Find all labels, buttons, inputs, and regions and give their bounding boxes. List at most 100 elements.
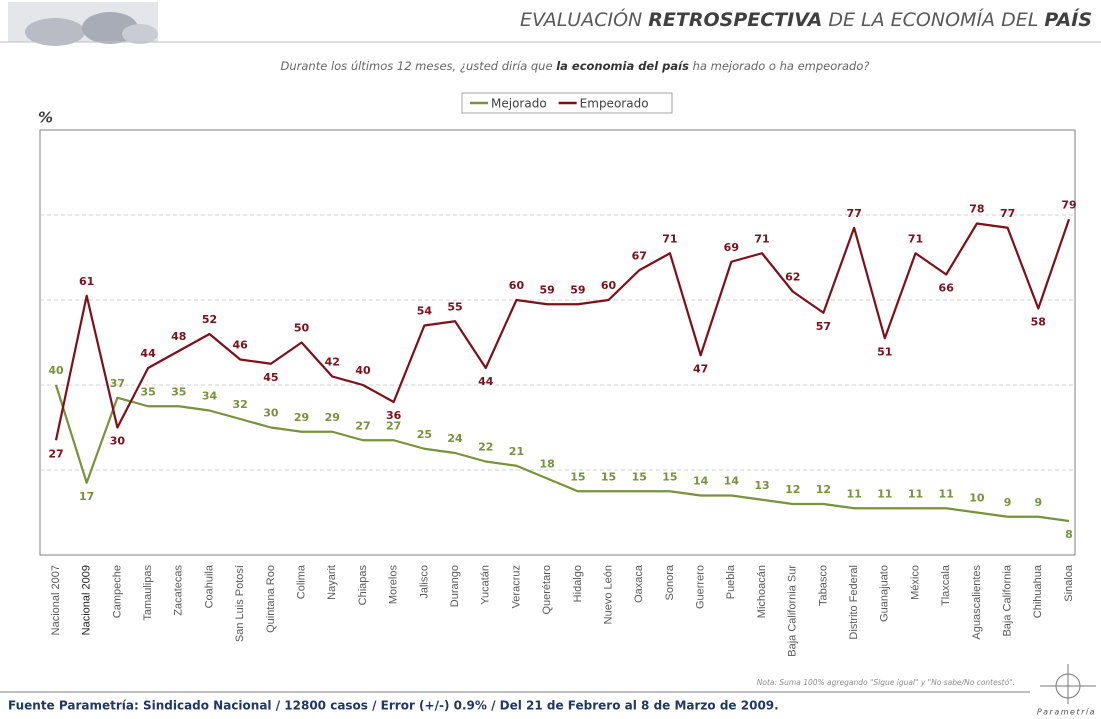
x-tick-label: Chiapas (357, 565, 369, 606)
x-tick-label: Zacatecas (173, 565, 185, 616)
x-tick-label: Colima (295, 564, 307, 599)
x-tick-label: Nuevo León (602, 565, 614, 624)
title-part: PAÍS (1044, 8, 1092, 31)
x-tick-label: Yucatán (480, 565, 492, 605)
data-label: 12 (816, 483, 831, 496)
data-label: 13 (754, 479, 769, 492)
data-label: 67 (632, 249, 647, 262)
x-tick-label: Veracruz (510, 565, 522, 608)
x-tick-label: Puebla (725, 564, 737, 599)
x-tick-label: Tabasco (817, 565, 829, 606)
subtitle-part: ha mejorado o ha empeorado? (689, 59, 870, 73)
data-label: 29 (325, 411, 340, 424)
y-axis-label: % (38, 109, 53, 127)
x-tick-label: Morelos (388, 565, 400, 605)
data-label: 12 (785, 483, 800, 496)
x-tick-label: Aguascalientes (971, 565, 983, 640)
data-label: 37 (110, 377, 125, 390)
data-label: 60 (509, 279, 525, 292)
x-tick-label: Chihuahua (1032, 564, 1044, 618)
data-label: 11 (877, 487, 892, 500)
data-label: 35 (171, 385, 186, 398)
x-tick-label: Nayarit (326, 565, 338, 600)
x-tick-label: Distrito Federal (848, 565, 860, 640)
data-label: 71 (908, 232, 923, 245)
data-label: 27 (48, 447, 63, 460)
x-tick-label: Jalisco (418, 565, 430, 599)
data-label: 30 (110, 435, 126, 448)
data-label: 10 (969, 492, 985, 505)
data-label: 58 (1031, 316, 1046, 329)
data-label: 11 (846, 487, 861, 500)
subtitle: Durante los últimos 12 meses, ¿usted dir… (281, 59, 870, 73)
data-label: 29 (294, 411, 309, 424)
x-tick-label: Durango (449, 565, 461, 607)
data-label: 15 (601, 470, 616, 483)
data-label: 52 (202, 313, 217, 326)
source: Fuente Parametría: Sindicado Nacional / … (8, 699, 779, 713)
data-label: 24 (447, 432, 463, 445)
data-label: 55 (447, 300, 462, 313)
data-label: 77 (846, 207, 861, 220)
legend: Mejorado Empeorado (462, 93, 672, 113)
data-label: 9 (1004, 496, 1012, 509)
subtitle-part: la economia del país (556, 59, 689, 73)
x-tick-label: Nacional 2009 (81, 565, 93, 635)
x-tick-label: Coahuila (203, 564, 215, 608)
x-tick-label: Guanajuato (879, 565, 891, 622)
data-label: 25 (417, 428, 432, 441)
data-label: 32 (233, 398, 248, 411)
data-label: 44 (478, 375, 494, 388)
data-label: 14 (724, 475, 740, 488)
data-label: 30 (263, 407, 279, 420)
x-tick-label: Oaxaca (633, 564, 645, 603)
data-label: 34 (202, 390, 218, 403)
chart: EVALUACIÓN RETROSPECTIVA DE LA ECONOMÍA … (0, 0, 1101, 719)
brand: Parametría (1037, 708, 1096, 717)
data-label: 46 (233, 339, 249, 352)
data-label: 27 (355, 419, 370, 432)
x-tick-label: Nacional 2007 (50, 565, 62, 635)
header-photo (8, 2, 158, 46)
data-label: 45 (263, 371, 278, 384)
x-tick-label: Sonora (664, 564, 676, 600)
x-tick-label: Guerrero (695, 565, 707, 609)
data-label: 79 (1061, 198, 1076, 211)
note: Nota: Suma 100% agregando "Sigue igual" … (757, 678, 1015, 687)
x-tick-label: Quintana Roo (265, 565, 277, 633)
legend-label: Empeorado (580, 97, 649, 111)
data-label: 78 (969, 203, 984, 216)
data-label: 47 (693, 362, 708, 375)
x-tick-label: Baja California Sur (787, 565, 799, 657)
data-label: 59 (570, 283, 585, 296)
data-label: 69 (724, 241, 739, 254)
data-label: 57 (816, 320, 831, 333)
data-label: 11 (939, 487, 954, 500)
subtitle-part: Durante los últimos 12 meses, ¿usted dir… (281, 59, 557, 73)
x-tick-label: Querétaro (541, 565, 553, 615)
data-label: 14 (693, 475, 709, 488)
x-tick-label: Tlaxcala (940, 564, 952, 606)
data-label: 50 (294, 322, 310, 335)
data-label: 66 (939, 282, 955, 295)
data-label: 51 (877, 345, 892, 358)
data-label: 21 (509, 445, 524, 458)
data-label: 40 (48, 364, 64, 377)
x-tick-label: Sinaloa (1063, 564, 1075, 602)
data-label: 71 (662, 232, 677, 245)
data-label: 15 (662, 470, 677, 483)
data-label: 54 (417, 305, 433, 318)
x-tick-label: Baja California (1002, 564, 1014, 636)
x-tick-label: Hidalgo (572, 565, 584, 602)
data-label: 8 (1065, 528, 1073, 541)
x-tick-label: Tamaulipas (142, 565, 154, 621)
x-tick-label: Campeche (111, 565, 123, 618)
data-label: 48 (171, 330, 186, 343)
data-label: 40 (355, 364, 371, 377)
data-label: 35 (140, 385, 155, 398)
legend-label: Mejorado (491, 97, 547, 111)
x-tick-label: San Luis Potosí (234, 565, 246, 642)
chart-title: EVALUACIÓN RETROSPECTIVA DE LA ECONOMÍA … (520, 7, 1092, 31)
data-label: 15 (632, 470, 647, 483)
data-label: 18 (539, 458, 554, 471)
